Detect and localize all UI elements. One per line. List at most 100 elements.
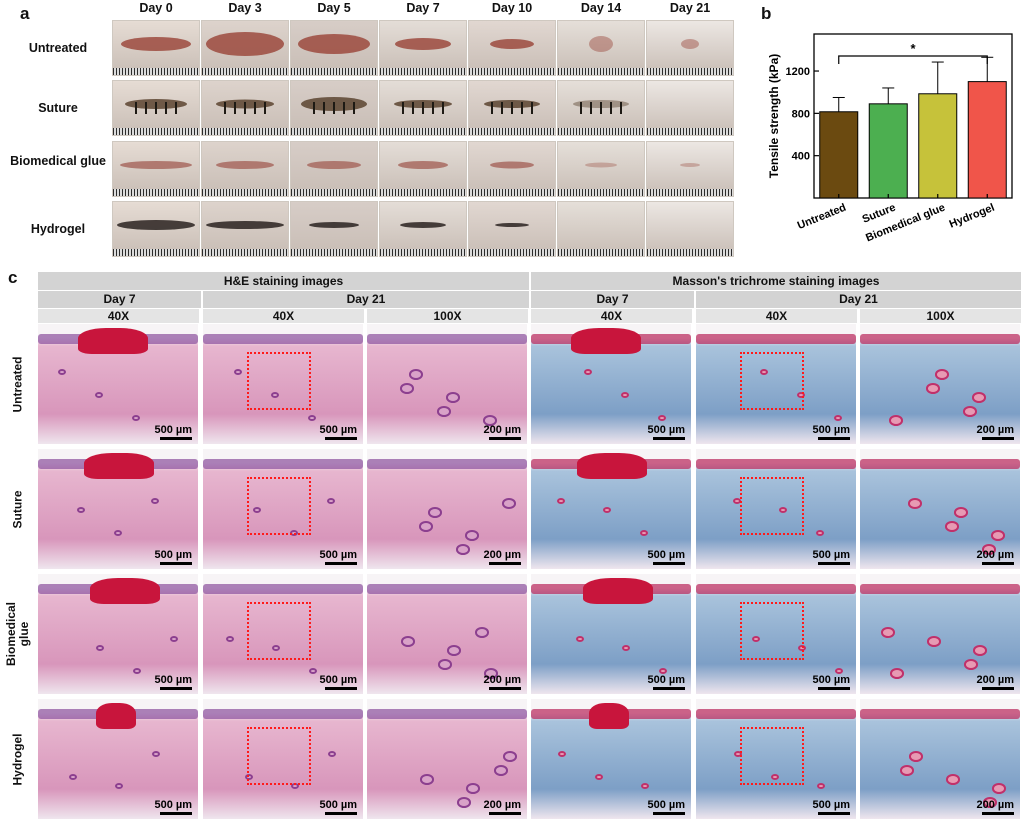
ruler [380,128,466,135]
epidermis-layer [696,709,856,719]
histology-image: 200 µm [860,699,1020,819]
epidermis-layer [860,709,1020,719]
magnification-header: 100X [860,309,1021,323]
wound-scab [96,703,136,729]
scale-bar [653,687,685,690]
x-tick-label: Hydrogel [948,202,997,231]
suture-stitch [511,101,513,114]
scale-bar-label: 200 µm [976,799,1014,811]
row-label: Untreated [28,41,88,55]
tensile-strength-chart: 400 800 1200 Tensile strength (kPa) Untreate… [767,33,1013,244]
hair-follicle [419,521,433,532]
scale-bar-group: 200 µm [483,799,521,815]
wound-scab [589,703,629,729]
zoom-region-box [740,477,804,535]
wound-photo [468,141,556,197]
scale-bar-group: 200 µm [483,424,521,440]
day-label: Day 21 [669,1,711,15]
scale-bar [489,437,521,440]
scale-bar-label: 500 µm [812,674,850,686]
hair-follicle [447,645,461,656]
suture-stitch [353,101,355,114]
hair-follicle [96,645,104,651]
histology-image: 500 µm [531,324,691,444]
scale-bar [818,437,850,440]
wound-photo [290,201,378,257]
scale-bar-label: 200 µm [483,799,521,811]
wound-photo [290,141,378,197]
hair-follicle [309,668,317,674]
histology-image: 200 µm [860,574,1020,694]
scale-bar [489,687,521,690]
hair-follicle [457,797,471,808]
hair-follicle [456,544,470,555]
scale-bar-group: 200 µm [976,674,1014,690]
suture-stitch [501,101,503,114]
ruler [202,189,288,196]
epidermis-layer [696,584,856,594]
hair-follicle [982,544,996,555]
hair-follicle [152,751,160,757]
hair-follicle [502,498,516,509]
histology-image: 500 µm [203,574,363,694]
epidermis-layer [203,459,363,469]
wound-scab [90,578,160,604]
scale-bar [982,562,1014,565]
wound-mark [495,222,529,227]
hair-follicle [95,392,103,398]
ruler [647,128,733,135]
row-label: Biomedical glue [10,154,106,168]
ruler [113,189,199,196]
scale-bar-group: 500 µm [812,424,850,440]
scale-bar-label: 200 µm [483,424,521,436]
hair-follicle [621,392,629,398]
hair-follicle [760,369,768,375]
scale-bar-group: 500 µm [319,674,357,690]
suture-stitch [432,101,434,114]
scale-bar [489,812,521,815]
hair-follicle [992,783,1006,794]
hair-follicle [558,751,566,757]
ruler [558,189,644,196]
significance-bracket [838,55,988,64]
wound-mark [400,221,446,228]
ruler [380,249,466,256]
scale-bar [160,562,192,565]
hair-follicle [779,507,787,513]
zoom-region-box [247,727,311,785]
scale-bar-group: 500 µm [319,549,357,565]
hair-follicle [935,369,949,380]
histology-image: 200 µm [367,324,527,444]
histology-image: 500 µm [38,574,198,694]
wound-mark [298,33,370,54]
day-label: Day 5 [317,1,351,15]
magnification-header: 40X [696,309,857,323]
hair-follicle [963,406,977,417]
hair-follicle [132,415,140,421]
histology-image: 500 µm [38,449,198,569]
histology-image: 500 µm [38,699,198,819]
suture-stitch [422,101,424,114]
scale-bar-label: 500 µm [647,674,685,686]
wound-photo [557,20,645,76]
epidermis-layer [696,459,856,469]
scale-bar-label: 500 µm [154,424,192,436]
zoom-region-box [740,352,804,410]
wound-scab [84,453,154,479]
zoom-region-box [247,477,311,535]
wound-mark [121,36,191,51]
scale-bar-label: 200 µm [483,549,521,561]
scale-bar [160,812,192,815]
significance-marker: * [910,41,916,56]
histology-image: 500 µm [696,574,856,694]
hair-follicle [327,498,335,504]
scale-bar-label: 500 µm [154,549,192,561]
hair-follicle [245,774,253,780]
wound-mark [490,38,534,49]
epidermis-layer [860,459,1020,469]
hair-follicle [640,530,648,536]
day-label: Day 7 [406,1,440,15]
scale-bar [982,687,1014,690]
hair-follicle [908,498,922,509]
scale-bar-label: 500 µm [319,424,357,436]
